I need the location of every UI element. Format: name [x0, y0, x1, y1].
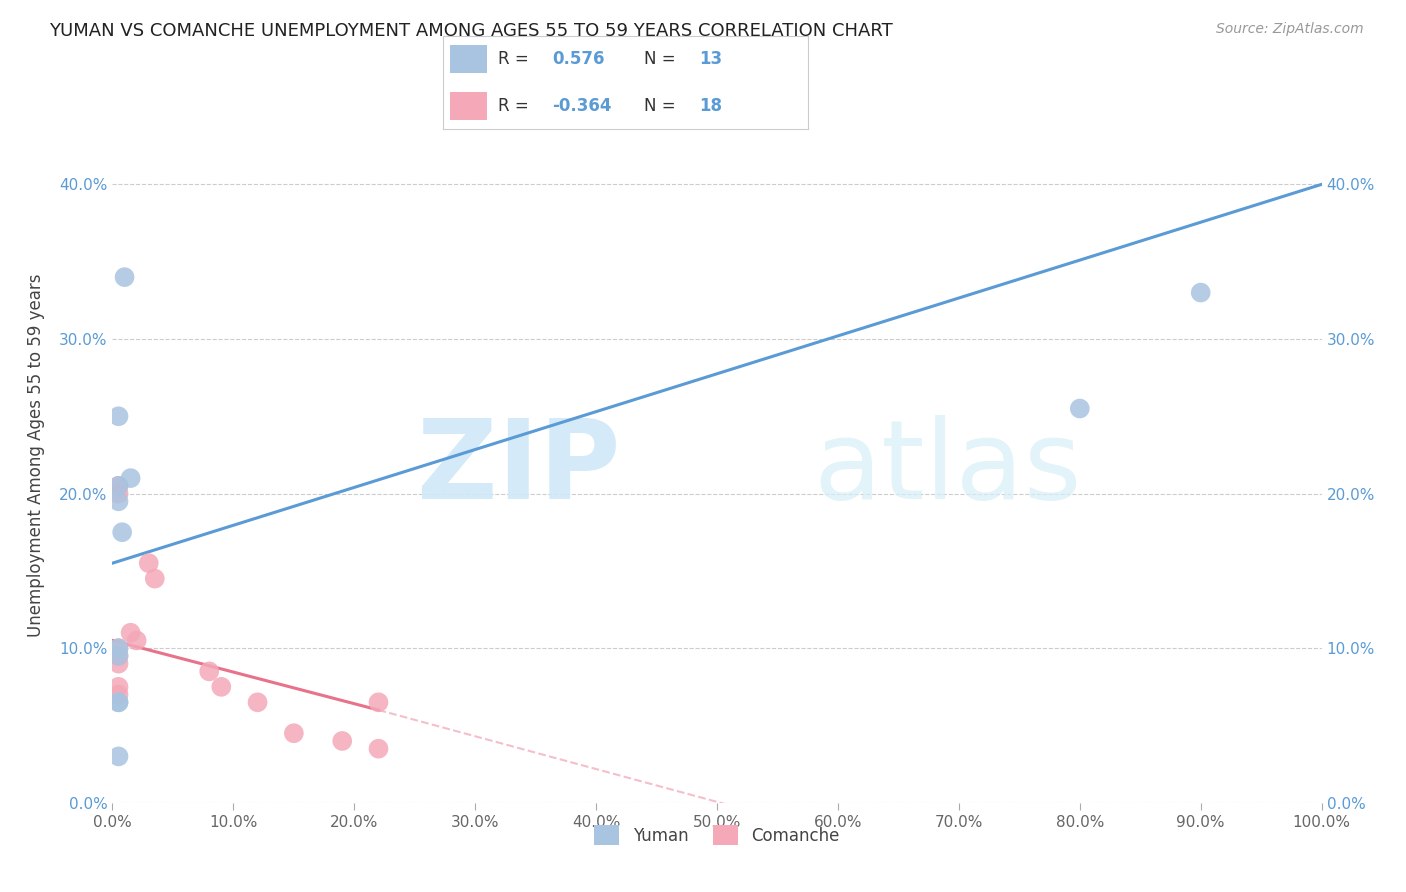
- Point: [107, 695, 129, 709]
- Point: [246, 695, 269, 709]
- Point: [367, 695, 389, 709]
- Text: -0.364: -0.364: [553, 97, 612, 115]
- Legend: Yuman, Comanche: Yuman, Comanche: [586, 816, 848, 854]
- Point: [107, 479, 129, 493]
- Text: 18: 18: [699, 97, 721, 115]
- FancyBboxPatch shape: [450, 92, 486, 120]
- Text: R =: R =: [498, 97, 534, 115]
- Point: [138, 556, 160, 570]
- Point: [107, 657, 129, 671]
- Point: [1189, 285, 1212, 300]
- Point: [120, 625, 142, 640]
- Point: [107, 695, 129, 709]
- Point: [107, 641, 129, 656]
- Y-axis label: Unemployment Among Ages 55 to 59 years: Unemployment Among Ages 55 to 59 years: [27, 273, 45, 637]
- Point: [107, 688, 129, 702]
- Point: [107, 749, 129, 764]
- Point: [107, 409, 129, 424]
- Point: [107, 479, 129, 493]
- Text: 13: 13: [699, 50, 721, 68]
- Text: ZIP: ZIP: [418, 416, 620, 523]
- Text: atlas: atlas: [814, 416, 1083, 523]
- Point: [209, 680, 232, 694]
- Point: [107, 486, 129, 500]
- Point: [1069, 401, 1091, 416]
- Point: [367, 741, 389, 756]
- Text: YUMAN VS COMANCHE UNEMPLOYMENT AMONG AGES 55 TO 59 YEARS CORRELATION CHART: YUMAN VS COMANCHE UNEMPLOYMENT AMONG AGE…: [49, 22, 893, 40]
- FancyBboxPatch shape: [450, 45, 486, 73]
- Text: Source: ZipAtlas.com: Source: ZipAtlas.com: [1216, 22, 1364, 37]
- Point: [107, 648, 129, 663]
- Point: [143, 572, 166, 586]
- Point: [107, 494, 129, 508]
- Point: [283, 726, 305, 740]
- Point: [330, 734, 353, 748]
- Text: N =: N =: [644, 97, 681, 115]
- Point: [107, 648, 129, 663]
- Point: [114, 270, 136, 285]
- Text: 0.576: 0.576: [553, 50, 605, 68]
- Text: R =: R =: [498, 50, 534, 68]
- Point: [107, 641, 129, 656]
- Point: [125, 633, 148, 648]
- Point: [198, 665, 221, 679]
- Point: [107, 680, 129, 694]
- Point: [111, 525, 134, 540]
- Text: N =: N =: [644, 50, 681, 68]
- Point: [120, 471, 142, 485]
